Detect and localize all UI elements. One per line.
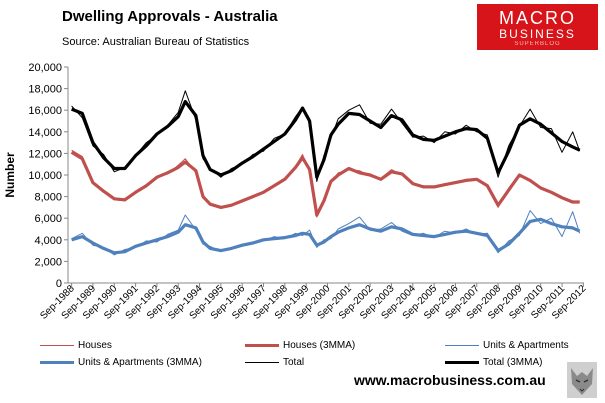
y-tick-label: 4,000 bbox=[34, 235, 62, 247]
legend-item: Houses (3MMA) bbox=[245, 340, 355, 351]
legend-label: Units & Apartments (3MMA) bbox=[78, 357, 202, 368]
y-axis-label: Number bbox=[3, 152, 17, 198]
y-tick-label: 16,000 bbox=[28, 105, 62, 117]
legend-item: Units & Apartments (3MMA) bbox=[40, 357, 202, 368]
legend-item: Houses bbox=[40, 340, 112, 351]
legend-label: Houses (3MMA) bbox=[283, 340, 356, 351]
series-line-total-3mma bbox=[71, 99, 581, 179]
legend-label: Units & Apartments bbox=[483, 340, 569, 351]
logo-line-macro: MACRO bbox=[499, 8, 576, 28]
y-tick-label: 14,000 bbox=[28, 127, 62, 139]
legend-label: Houses bbox=[78, 340, 112, 351]
chart-title: Dwelling Approvals - Australia bbox=[62, 8, 278, 25]
y-tick-label: 10,000 bbox=[28, 170, 62, 182]
y-tick-label: 12,000 bbox=[28, 148, 62, 160]
series-line-units-apartments bbox=[71, 210, 581, 256]
legend-swatch bbox=[245, 362, 279, 363]
legend-label: Total bbox=[283, 357, 305, 368]
y-tick-label: 8,000 bbox=[34, 192, 62, 204]
y-tick-label: 20,000 bbox=[28, 62, 62, 74]
y-tick-label: 0 bbox=[56, 278, 62, 290]
legend-swatch bbox=[40, 361, 74, 364]
legend-swatch bbox=[445, 345, 479, 346]
y-tick-label: 18,000 bbox=[28, 84, 62, 96]
macrobusiness-logo[interactable]: MACRO BUSINESS SUPERBLOG bbox=[477, 4, 598, 50]
series-line-units-apartments-3mma bbox=[71, 217, 581, 255]
series-line-houses bbox=[71, 149, 580, 218]
logo-line-superblog: SUPERBLOG bbox=[514, 41, 561, 47]
legend-swatch bbox=[445, 361, 479, 364]
chart-source: Source: Australian Bureau of Statistics bbox=[62, 36, 250, 48]
legend-item: Total bbox=[245, 357, 304, 368]
y-tick-label: 2,000 bbox=[34, 256, 62, 268]
website-url[interactable]: www.macrobusiness.com.au bbox=[354, 372, 546, 388]
legend-item: Total (3MMA) bbox=[445, 357, 542, 368]
legend-label: Total (3MMA) bbox=[483, 357, 543, 368]
series-line-total bbox=[71, 90, 581, 182]
legend-swatch bbox=[40, 345, 74, 346]
wolf-logo-icon bbox=[567, 362, 597, 398]
legend-item: Units & Apartments bbox=[445, 340, 569, 351]
y-tick-label: 6,000 bbox=[34, 213, 62, 225]
legend-swatch bbox=[245, 344, 279, 347]
logo-line-business: BUSINESS bbox=[499, 27, 576, 41]
